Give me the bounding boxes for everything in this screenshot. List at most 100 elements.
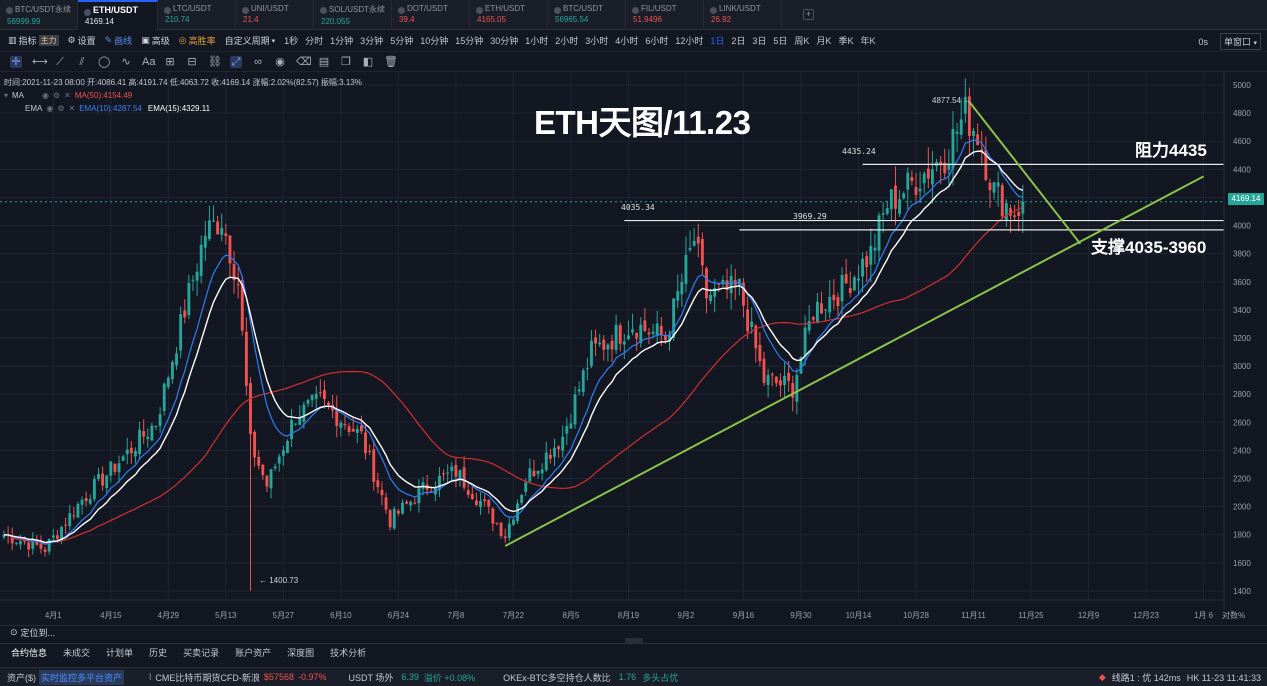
monitor-link[interactable]: 实时监控多平台资产: [39, 669, 125, 685]
candle-body: [762, 358, 766, 383]
draw-button[interactable]: ✎ 画线: [105, 34, 133, 47]
add-tab-button[interactable]: +: [803, 9, 814, 20]
interval-option[interactable]: 12小时: [675, 36, 704, 46]
bottom-tab[interactable]: 合约信息: [11, 648, 48, 658]
bottom-tab[interactable]: 买卖记录: [183, 648, 220, 658]
advanced-button[interactable]: ▣ 高级: [141, 34, 170, 47]
ellipse-icon[interactable]: ◯: [98, 55, 111, 68]
symbol-tab[interactable]: LINK/USDT 26.92: [704, 0, 782, 30]
eraser-icon[interactable]: ⌫: [296, 55, 312, 68]
candle-body: [199, 244, 203, 276]
candle-body: [511, 519, 515, 525]
candle-body: [392, 508, 396, 529]
settings-icon[interactable]: ⚙: [53, 91, 61, 100]
symbol-tab[interactable]: SOL/USDT永续 220.055: [314, 0, 392, 30]
interval-option[interactable]: 10分钟: [420, 36, 449, 46]
locate-button[interactable]: 定位到...: [20, 628, 56, 638]
candle-body: [97, 474, 100, 479]
interval-option[interactable]: 15分钟: [455, 36, 484, 46]
bottom-tab[interactable]: 计划单: [106, 648, 134, 658]
panel-collapse-handle[interactable]: [625, 638, 643, 644]
interval-option[interactable]: 周K: [794, 36, 810, 46]
interval-option[interactable]: 1秒: [284, 36, 299, 46]
eye-icon[interactable]: ◉: [275, 55, 285, 68]
interval-option[interactable]: 30分钟: [490, 36, 519, 46]
close-icon[interactable]: ✕: [64, 91, 71, 100]
seconds-toggle[interactable]: 0s: [1198, 36, 1208, 47]
trash-icon[interactable]: 🗑: [384, 55, 398, 68]
custom-period-select[interactable]: 自定义周期 ▾: [225, 34, 276, 47]
bottom-tab[interactable]: 历史: [149, 648, 168, 658]
interval-option[interactable]: 3小时: [585, 36, 609, 46]
candle-body: [183, 310, 187, 318]
interval-option[interactable]: 1日: [710, 36, 725, 46]
interval-option[interactable]: 4小时: [615, 36, 639, 46]
layers-icon[interactable]: ◧: [362, 55, 374, 68]
candle-body: [754, 325, 758, 349]
interval-option[interactable]: 1分钟: [330, 36, 354, 46]
text-icon[interactable]: Aa: [142, 55, 156, 68]
candle-body: [236, 284, 240, 286]
bottom-tab[interactable]: 技术分析: [330, 648, 367, 658]
candle-body: [499, 522, 503, 537]
interval-option[interactable]: 5日: [773, 36, 788, 46]
pattern-icon[interactable]: ∞: [254, 55, 262, 68]
interval-option[interactable]: 分时: [305, 36, 324, 46]
interval-option[interactable]: 1小时: [525, 36, 549, 46]
parallel-channel-icon[interactable]: ⫽: [79, 55, 85, 68]
interval-option[interactable]: 3日: [752, 36, 767, 46]
candlestick-chart[interactable]: 5000480046004400420040003800360034003200…: [0, 72, 1267, 625]
settings-button[interactable]: ⚙ 设置: [68, 34, 96, 47]
settings-icon[interactable]: ⚙: [57, 104, 65, 113]
symbol-tab[interactable]: BTC/USDT永续 56999.99: [0, 0, 78, 30]
interval-option[interactable]: 季K: [838, 36, 854, 46]
candle-body: [861, 258, 865, 277]
indicator-button[interactable]: ▥ 指标 主力: [8, 34, 59, 47]
interval-option[interactable]: 2小时: [555, 36, 579, 46]
cme-change: -0.97%: [297, 672, 327, 682]
interval-option[interactable]: 年K: [860, 36, 876, 46]
copy-icon[interactable]: ❐: [341, 55, 351, 68]
bottom-tab[interactable]: 账户资产: [235, 648, 272, 658]
collapse-arrow-icon[interactable]: ▾: [4, 91, 9, 100]
symbol-tab-bar: BTC/USDT永续 56999.99 ETH/USDT 4169.14 LTC/USD…: [0, 0, 1267, 30]
price-tick: 4400: [1233, 165, 1251, 174]
interval-option[interactable]: 5分钟: [390, 36, 414, 46]
close-icon[interactable]: ✕: [68, 104, 76, 113]
bottom-tab[interactable]: 未成交: [63, 648, 91, 658]
tab-price: 56965.54: [555, 15, 589, 24]
bottom-tab[interactable]: 深度图: [287, 648, 315, 658]
symbol-tab[interactable]: DOT/USDT 39.4: [392, 0, 470, 30]
symbol-tab[interactable]: UNI/USDT 21.4: [236, 0, 314, 30]
candle-body: [446, 472, 450, 474]
ruler-icon[interactable]: ⊟: [187, 55, 197, 68]
candle-body: [2, 534, 6, 538]
symbol-tab[interactable]: LTC/USDT 210.74: [158, 0, 236, 30]
candle-body: [869, 245, 873, 265]
lock-icon[interactable]: ▤: [318, 55, 330, 68]
brush-icon[interactable]: ∿: [121, 55, 131, 68]
symbol-tab[interactable]: BTC/USDT 56965.54: [548, 0, 626, 30]
winrate-button[interactable]: ◎ 高胜率: [179, 34, 216, 47]
window-select[interactable]: 单窗口 ▾: [1219, 33, 1261, 50]
trend-line-icon[interactable]: ⟋: [56, 55, 64, 68]
crosshair-icon[interactable]: ✛: [10, 55, 22, 68]
candle-body: [60, 526, 63, 541]
candle-body: [72, 515, 76, 517]
eye-icon[interactable]: ◉: [46, 104, 54, 113]
symbol-tab[interactable]: FIL/USDT 51.9496: [626, 0, 704, 30]
symbol-tab[interactable]: ETH/USDT 4165.05: [470, 0, 548, 30]
symbol-tab[interactable]: ETH/USDT 4169.14: [78, 0, 158, 30]
interval-option[interactable]: 3分钟: [360, 36, 384, 46]
candle-body: [166, 377, 170, 388]
interval-option[interactable]: 6小时: [645, 36, 669, 46]
candle-body: [462, 467, 466, 488]
magnet-icon[interactable]: ⤢: [230, 55, 242, 68]
interval-option[interactable]: 月K: [816, 36, 832, 46]
measure-icon[interactable]: ⊞: [165, 55, 175, 68]
horizontal-line-icon[interactable]: ⟷: [32, 55, 48, 68]
eye-icon[interactable]: ◉: [42, 91, 49, 100]
interval-option[interactable]: 2日: [731, 36, 746, 46]
link-icon[interactable]: ⛓: [208, 55, 222, 68]
candle-body: [676, 291, 680, 301]
